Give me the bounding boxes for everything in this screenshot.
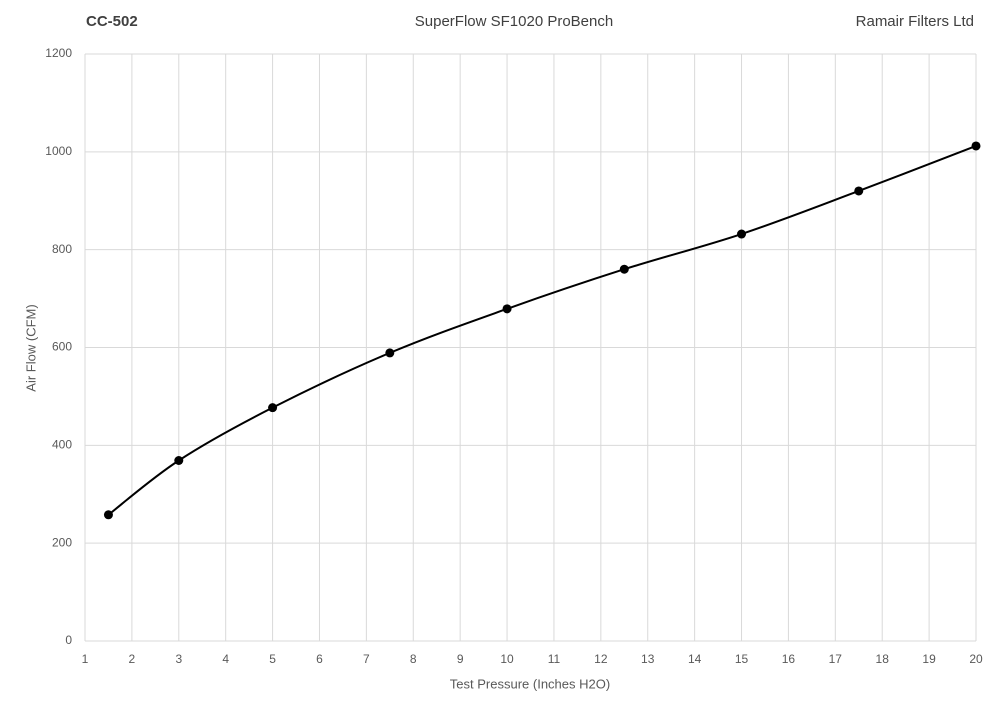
y-tick-label: 1000 (45, 144, 72, 158)
chart-title: SuperFlow SF1020 ProBench (415, 13, 613, 30)
data-point (854, 186, 864, 196)
data-point (502, 304, 512, 314)
y-tick-label: 600 (52, 340, 72, 354)
x-tick-label: 15 (735, 652, 749, 666)
data-point (174, 455, 184, 465)
x-tick-label: 2 (129, 652, 136, 666)
x-tick-label: 7 (363, 652, 370, 666)
x-tick-label: 12 (594, 652, 608, 666)
y-tick-label: 200 (52, 535, 72, 549)
data-line (107, 145, 977, 516)
data-point (385, 348, 395, 358)
chart-id: CC-502 (86, 13, 138, 30)
data-point (619, 264, 629, 274)
x-tick-label: 19 (922, 652, 936, 666)
x-tick-label: 14 (688, 652, 702, 666)
x-tick-label: 4 (222, 652, 229, 666)
y-tick-label: 0 (65, 633, 72, 647)
x-tick-label: 3 (175, 652, 182, 666)
data-point (268, 403, 278, 413)
x-tick-label: 8 (410, 652, 417, 666)
x-tick-label: 11 (548, 652, 561, 666)
data-point (971, 141, 981, 151)
x-tick-label: 16 (782, 652, 796, 666)
x-axis-label: Test Pressure (Inches H2O) (450, 676, 610, 691)
x-tick-label: 13 (641, 652, 655, 666)
x-tick-label: 6 (316, 652, 323, 666)
data-point (737, 229, 747, 239)
y-tick-label: 400 (52, 438, 72, 452)
x-tick-label: 18 (876, 652, 890, 666)
data-point (103, 510, 113, 520)
x-tick-label: 20 (969, 652, 983, 666)
x-tick-label: 5 (269, 652, 276, 666)
x-tick-label: 1 (82, 652, 89, 666)
x-tick-label: 17 (829, 652, 843, 666)
company: Ramair Filters Ltd (856, 13, 974, 30)
y-axis-label: Air Flow (CFM) (23, 304, 38, 391)
y-tick-label: 800 (52, 242, 72, 256)
x-tick-label: 10 (500, 652, 514, 666)
x-tick-label: 9 (457, 652, 464, 666)
y-tick-label: 1200 (45, 46, 72, 60)
